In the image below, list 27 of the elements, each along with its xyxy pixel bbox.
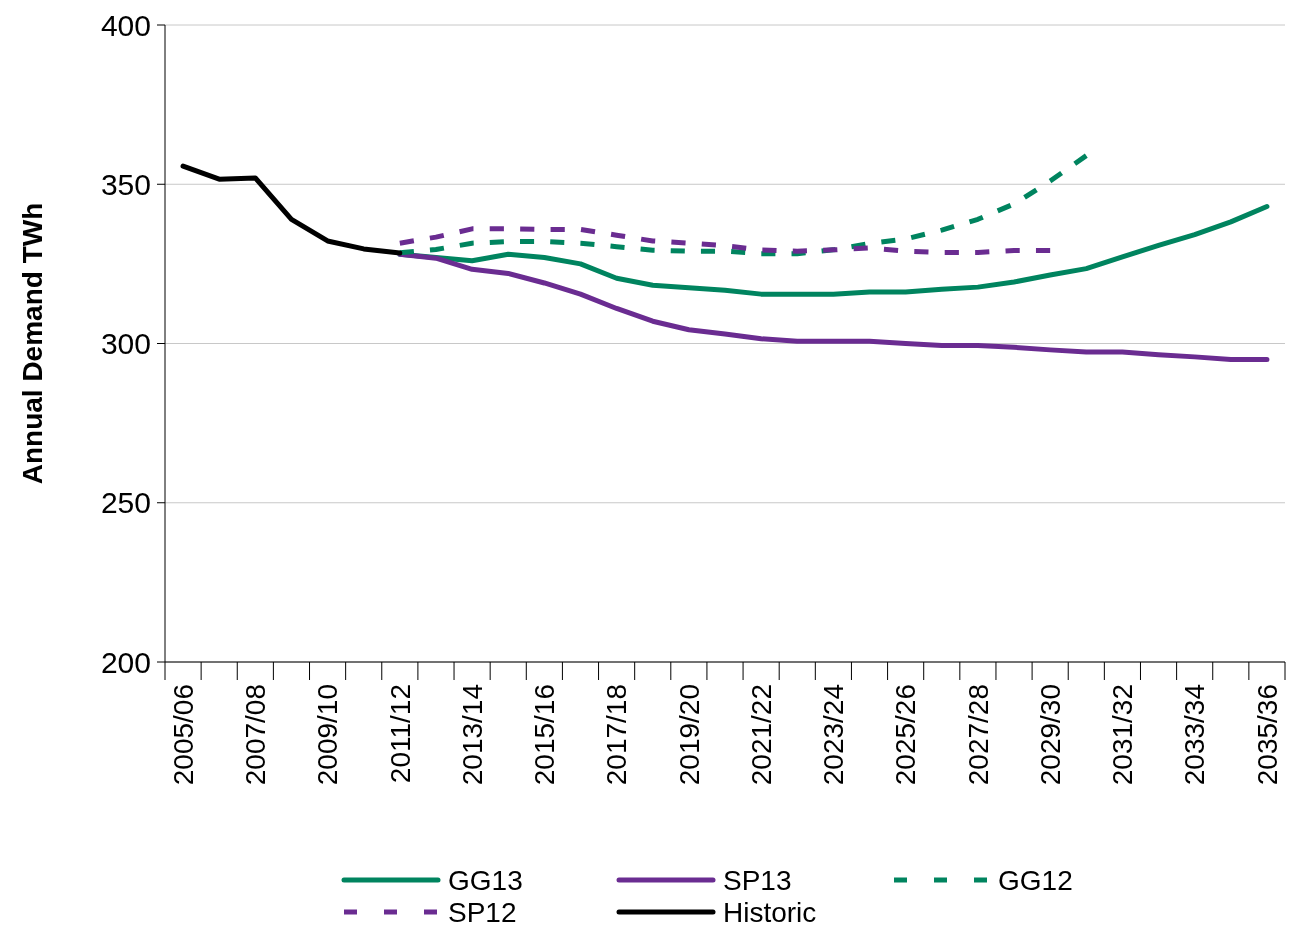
y-axis-title: Annual Demand TWh xyxy=(17,202,48,485)
legend-label: SP13 xyxy=(723,864,792,896)
y-tick-label: 200 xyxy=(100,645,151,679)
x-tick-label: 2015/16 xyxy=(529,684,561,786)
x-tick-label: 2019/20 xyxy=(673,684,705,786)
x-tick-label: 2025/26 xyxy=(890,684,922,786)
legend-label: SP12 xyxy=(448,896,517,928)
x-tick-label: 2029/30 xyxy=(1034,684,1066,786)
x-tick-label: 2031/32 xyxy=(1107,684,1139,786)
x-tick-label: 2013/14 xyxy=(456,684,488,786)
legend-label: GG13 xyxy=(448,864,523,896)
y-tick-label: 250 xyxy=(100,486,151,520)
legend-label: Historic xyxy=(723,896,817,928)
x-tick-label: 2009/10 xyxy=(312,684,344,786)
x-tick-label: 2035/36 xyxy=(1251,684,1283,786)
x-tick-label: 2027/28 xyxy=(962,684,994,786)
x-tick-label: 2017/18 xyxy=(601,684,633,786)
x-tick-label: 2021/22 xyxy=(745,684,777,786)
y-tick-label: 350 xyxy=(100,167,151,201)
y-tick-label: 400 xyxy=(100,8,151,42)
x-tick-label: 2011/12 xyxy=(384,684,416,784)
x-tick-label: 2007/08 xyxy=(240,684,272,786)
legend-label: GG12 xyxy=(998,864,1073,896)
x-tick-label: 2033/34 xyxy=(1179,684,1211,786)
y-tick-label: 300 xyxy=(100,327,151,360)
x-tick-label: 2023/24 xyxy=(818,684,850,786)
x-tick-label: 2005/06 xyxy=(167,684,199,786)
